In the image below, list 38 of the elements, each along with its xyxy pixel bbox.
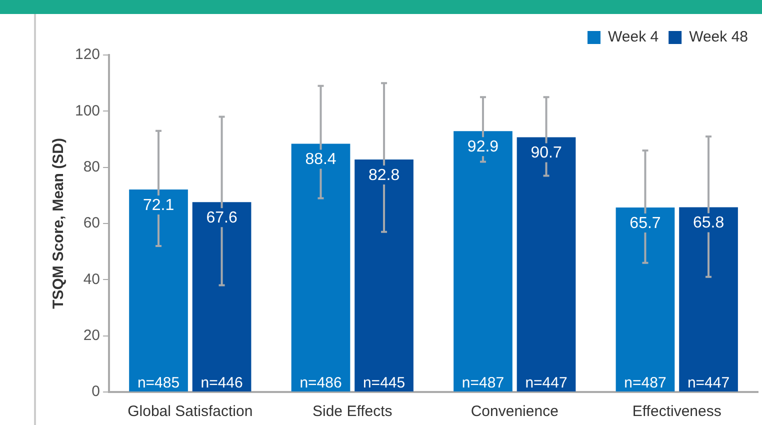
annotation: n=447 xyxy=(525,374,568,392)
annotation: n=485 xyxy=(137,374,180,392)
data-label: 67.6 xyxy=(206,210,238,227)
legend-label: Week 48 xyxy=(689,28,748,46)
data-label: 65.8 xyxy=(692,214,724,232)
x-tick-label: Effectiveness xyxy=(632,403,722,420)
y-tick-label: 20 xyxy=(83,326,100,344)
annotation: n=486 xyxy=(300,374,342,392)
x-tick-label: Global Satisfaction xyxy=(128,403,253,420)
annotation: n=445 xyxy=(362,374,406,392)
data-label: 82.8 xyxy=(368,166,400,184)
bar xyxy=(129,190,188,392)
data-label: 90.7 xyxy=(530,144,562,162)
annotation: n=447 xyxy=(687,374,730,392)
data-label: 88.4 xyxy=(305,151,336,168)
bar xyxy=(679,207,738,392)
bar xyxy=(616,207,675,392)
data-label: 92.9 xyxy=(467,138,499,156)
x-tick-label: Side Effects xyxy=(312,403,392,420)
bar xyxy=(192,202,252,392)
bar xyxy=(454,131,512,392)
y-tick-label: 60 xyxy=(83,214,100,232)
y-tick-label: 100 xyxy=(74,102,100,120)
y-axis-title: TSQM Score, Mean (SD) xyxy=(50,138,68,309)
bar xyxy=(354,159,414,392)
y-tick-label: 40 xyxy=(83,270,100,288)
x-tick-label: Convenience xyxy=(470,403,558,420)
y-tick-label: 0 xyxy=(92,383,100,400)
annotation: n=487 xyxy=(624,374,666,392)
annotation: n=446 xyxy=(200,374,243,392)
data-label: 65.7 xyxy=(630,214,661,232)
data-label: 72.1 xyxy=(142,196,174,214)
annotation: n=487 xyxy=(462,374,504,392)
bar xyxy=(291,144,350,392)
bar xyxy=(516,137,576,392)
legend-label: Week 4 xyxy=(608,28,659,46)
y-tick-label: 120 xyxy=(74,46,100,64)
y-tick-label: 80 xyxy=(83,158,100,176)
